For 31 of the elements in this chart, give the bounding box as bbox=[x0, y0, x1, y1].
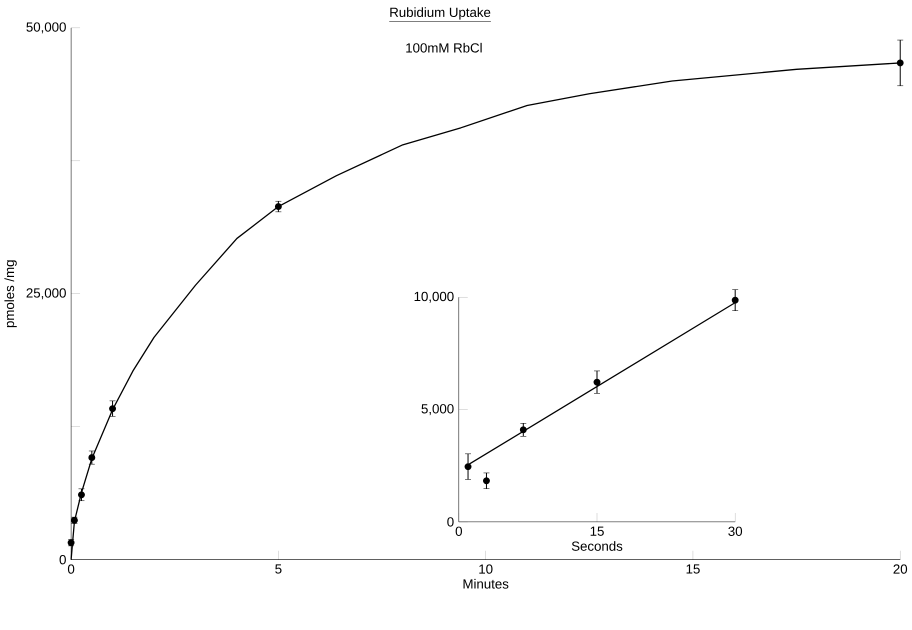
x-tick-label: 10 bbox=[479, 564, 493, 574]
point bbox=[274, 202, 282, 210]
point bbox=[70, 516, 78, 524]
point bbox=[109, 405, 116, 412]
point bbox=[483, 477, 490, 484]
y-tick-label: 25,000 bbox=[26, 288, 66, 300]
x-tick-label: 0 bbox=[68, 564, 74, 574]
point bbox=[464, 463, 472, 470]
x-tick-label: 20 bbox=[894, 564, 908, 574]
point bbox=[732, 296, 739, 304]
x-tick-label: 0 bbox=[456, 526, 462, 536]
text: 100mM RbCl bbox=[406, 42, 482, 52]
y-tick-label: 5,000 bbox=[422, 404, 454, 415]
y-tick-label: 0 bbox=[60, 554, 66, 564]
x-tick-label: 30 bbox=[728, 526, 742, 536]
point bbox=[896, 59, 904, 66]
x-tick-label: 15 bbox=[686, 564, 700, 574]
y-tick-label: 10,000 bbox=[414, 292, 454, 303]
x-axis-title: Minutes bbox=[464, 578, 508, 588]
y-axis-title: pmoles /mg bbox=[4, 260, 17, 328]
point bbox=[78, 491, 85, 498]
x-axis-title: Seconds bbox=[572, 540, 622, 551]
point bbox=[520, 426, 527, 434]
point bbox=[88, 454, 96, 461]
y-tick-label: 50,000 bbox=[26, 22, 66, 34]
point bbox=[594, 378, 600, 386]
y-tick-label: 0 bbox=[447, 517, 454, 526]
x-tick-label: 5 bbox=[275, 564, 282, 574]
x-tick-label: 15 bbox=[590, 526, 604, 536]
chart-title: Rubidium Uptake bbox=[390, 7, 490, 20]
point bbox=[68, 539, 75, 546]
